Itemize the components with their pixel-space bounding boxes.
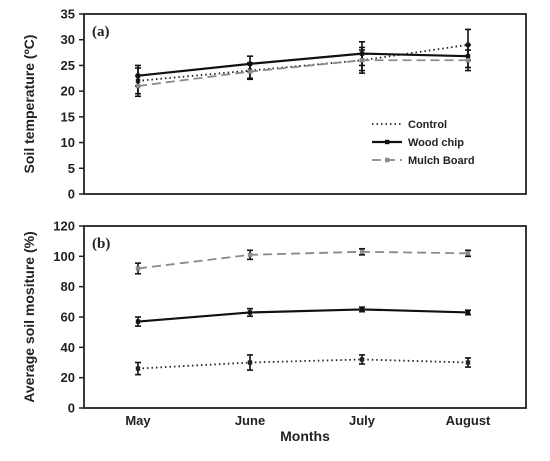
data-point — [359, 58, 365, 63]
data-point — [247, 310, 253, 315]
y-axis-ticks: 0 5 10 15 20 25 30 35 — [61, 7, 84, 202]
data-point — [465, 58, 471, 63]
series-wood-chip — [135, 306, 471, 327]
x-tick-label-june: June — [235, 413, 265, 428]
data-point — [135, 266, 141, 271]
y-tick-label: 0 — [68, 401, 75, 416]
legend-label: Wood chip — [408, 137, 464, 149]
y-tick-label: 30 — [61, 32, 75, 47]
x-axis-ticks: May June July August — [125, 413, 491, 428]
x-axis-title: Months — [280, 428, 330, 444]
panel-label: (a) — [92, 24, 110, 40]
legend: Control Wood chip Mulch Board — [372, 119, 475, 167]
data-point — [465, 310, 471, 315]
data-point — [465, 251, 471, 256]
y-tick-label: 20 — [61, 370, 75, 385]
y-axis-title: Average soil mositure (%) — [21, 231, 37, 402]
y-tick-label: 5 — [68, 161, 75, 176]
series-layer — [135, 28, 471, 98]
x-tick-label-july: July — [349, 413, 376, 428]
series-line — [137, 250, 469, 270]
series-mulch-board — [135, 46, 471, 98]
series-line — [137, 59, 468, 87]
legend-label: Control — [408, 119, 447, 131]
data-point — [247, 69, 253, 74]
series-mulch-board — [135, 247, 471, 275]
y-tick-label: 120 — [53, 219, 75, 234]
plot-frame — [83, 225, 527, 409]
y-tick-label: 100 — [53, 249, 75, 264]
series-line — [137, 52, 469, 77]
y-tick-label: 25 — [61, 58, 75, 73]
panel-soil-temperature: (a) Soil temperature (ºC) 0 5 10 15 20 25 30 35… — [21, 7, 527, 202]
data-point — [359, 249, 365, 254]
series-control — [135, 354, 471, 376]
panel-label: (b) — [92, 236, 110, 252]
legend-item: Wood chip — [372, 137, 464, 149]
legend-item: Mulch Board — [372, 155, 475, 167]
series-layer — [135, 247, 471, 376]
y-tick-label: 20 — [61, 84, 75, 99]
panel-soil-moisture: (b) Average soil mositure (%) 0 20 40 60 80 1… — [21, 219, 527, 444]
y-tick-label: 15 — [61, 109, 75, 124]
x-tick-label-august: August — [446, 413, 491, 428]
data-point — [135, 366, 141, 371]
data-point — [247, 360, 253, 365]
y-axis-ticks: 0 20 40 60 80 100 120 — [53, 219, 84, 416]
x-tick-label-may: May — [125, 413, 151, 428]
y-tick-label: 35 — [61, 7, 75, 22]
y-tick-label: 80 — [61, 279, 75, 294]
legend-label: Mulch Board — [408, 155, 475, 167]
y-tick-label: 0 — [68, 187, 75, 202]
legend-marker — [385, 157, 390, 163]
y-tick-label: 40 — [61, 340, 75, 355]
data-point — [135, 83, 141, 89]
y-tick-label: 60 — [61, 310, 75, 325]
data-point — [247, 252, 253, 258]
series-line — [137, 308, 469, 323]
data-point — [359, 307, 365, 312]
y-axis-title: Soil temperature (ºC) — [21, 35, 37, 174]
y-tick-label: 10 — [61, 135, 75, 150]
legend-item: Control — [372, 119, 447, 131]
plot-frame — [83, 13, 527, 195]
data-point — [359, 357, 365, 362]
legend-marker — [385, 139, 390, 145]
data-point — [135, 319, 141, 324]
data-point — [465, 360, 471, 365]
